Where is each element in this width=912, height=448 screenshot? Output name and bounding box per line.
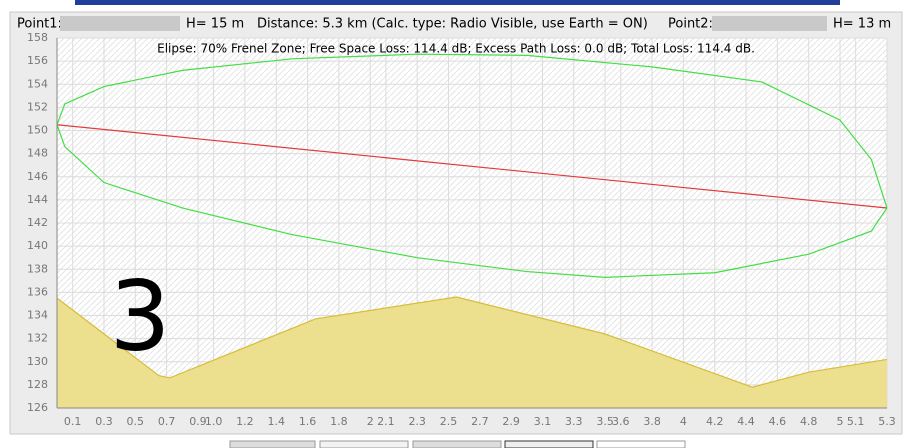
terrain-fill [57, 297, 887, 408]
point2-label: Point2: [668, 17, 713, 32]
subtitle: Elipse: 70% Frenel Zone; Free Space Loss… [157, 42, 755, 56]
point2-height: H= 13 m [833, 17, 891, 32]
series-line [56, 296, 888, 388]
x-tick-label: 5.1 [847, 415, 865, 428]
top-banner [75, 0, 840, 5]
x-tick-label: 2.5 [440, 415, 458, 428]
x-tick-label: 4.2 [706, 415, 724, 428]
y-tick-label: 156 [27, 54, 48, 67]
distance-info: Distance: 5.3 km (Calc. type: Radio Visi… [257, 17, 648, 32]
x-tick-label: 3.1 [534, 415, 552, 428]
x-tick-label: 3.5 [596, 415, 614, 428]
y-tick-label: 136 [27, 285, 48, 298]
x-tick-label: 3.3 [565, 415, 583, 428]
x-tick-label: 1.0 [205, 415, 223, 428]
x-tick-label: 3.6 [612, 415, 630, 428]
x-tick-label: 3.8 [643, 415, 661, 428]
y-tick-label: 140 [27, 239, 48, 252]
x-tick-label: 4.8 [800, 415, 818, 428]
y-tick-label: 126 [27, 401, 48, 414]
x-tick-label: 1.4 [267, 415, 285, 428]
x-tick-label: 0.1 [64, 415, 82, 428]
y-tick-label: 152 [27, 100, 48, 113]
y-tick-label: 128 [27, 378, 48, 391]
series-line [56, 124, 888, 209]
y-tick-label: 134 [27, 309, 48, 322]
series-line [56, 53, 888, 209]
x-tick-label: 4.6 [769, 415, 787, 428]
y-tick-label: 148 [27, 147, 48, 160]
point1-label: Point1: [17, 17, 62, 32]
toolbar-button[interactable] [319, 440, 409, 448]
point1-coords-redacted [60, 16, 180, 31]
point1-height: H= 15 m [186, 17, 244, 32]
x-tick-label: 4 [680, 415, 687, 428]
toolbar-button[interactable] [412, 440, 502, 448]
toolbar-button[interactable] [229, 440, 316, 448]
annotation: 3 [109, 260, 170, 372]
y-tick-label: 130 [27, 355, 48, 368]
plot: 126 128 130 132 134 136 138 140 142 144 146 148 150 1… [27, 31, 896, 428]
x-tick-label: 2.7 [471, 415, 489, 428]
x-tick-label: 1.8 [330, 415, 348, 428]
y-tick-label: 144 [27, 193, 48, 206]
y-tick-label: 146 [27, 170, 48, 183]
x-tick-label: 0.7 [158, 415, 176, 428]
x-tick-label: 2.9 [502, 415, 520, 428]
x-tick-label: 2.1 [377, 415, 395, 428]
x-tick-label: 1.2 [236, 415, 254, 428]
point2-coords-redacted [712, 16, 827, 31]
y-tick-label: 154 [27, 77, 48, 90]
x-tick-label: 2.3 [408, 415, 426, 428]
x-tick-label: 1.6 [299, 415, 317, 428]
x-tick-label: 0.3 [95, 415, 113, 428]
y-tick-label: 150 [27, 124, 48, 137]
y-tick-label: 142 [27, 216, 48, 229]
y-tick-label: 132 [27, 332, 48, 345]
x-tick-label: 0.9 [189, 415, 207, 428]
series-line [56, 124, 888, 278]
x-tick-label: 2 [367, 415, 374, 428]
y-tick-label: 138 [27, 262, 48, 275]
toolbar-button[interactable] [504, 440, 594, 448]
x-tick-label: 5.3 [878, 415, 896, 428]
x-tick-label: 0.5 [127, 415, 145, 428]
toolbar-button[interactable] [596, 440, 686, 448]
y-tick-label: 158 [27, 31, 48, 44]
x-tick-label: 4.4 [737, 415, 755, 428]
x-tick-label: 5 [837, 415, 844, 428]
